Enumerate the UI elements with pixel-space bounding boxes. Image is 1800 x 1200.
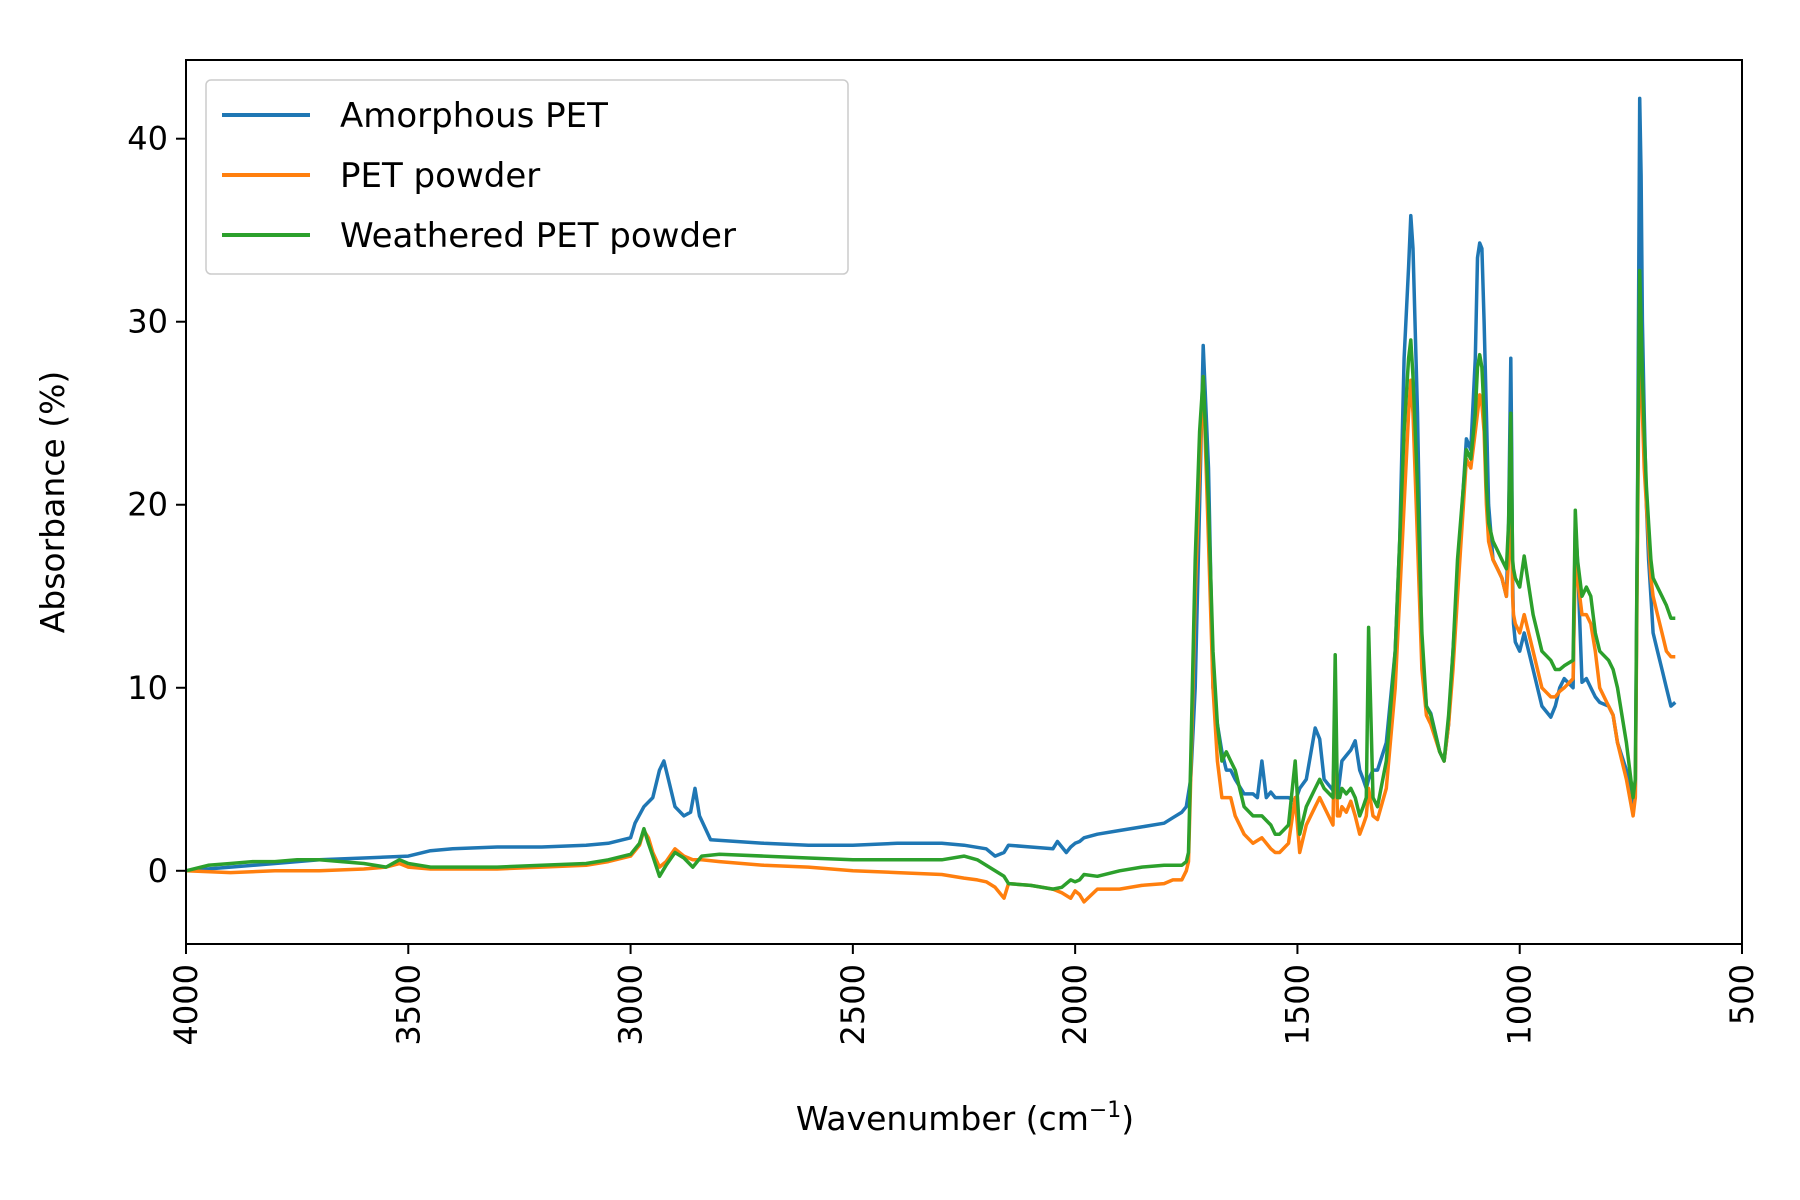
y-tick-label: 40: [127, 120, 168, 158]
series-line-weathered-pet-powder: [185, 268, 1676, 891]
y-tick-label: 30: [127, 303, 168, 341]
x-axis-title-superscript: −1: [1089, 1098, 1121, 1123]
x-tick-label: 2000: [1056, 964, 1094, 1045]
legend-box: [205, 79, 849, 275]
x-axis-title: Wavenumber (cm−1): [796, 1098, 1134, 1138]
x-axis-title-main: Wavenumber (cm: [796, 1099, 1089, 1138]
y-axis-title: Absorbance (%): [33, 371, 72, 634]
x-tick-label: 3500: [389, 964, 427, 1045]
x-tick-label: 1500: [1278, 964, 1316, 1045]
y-axis-ticks: 0 10 20 30 40: [127, 120, 186, 890]
y-tick-label: 0: [148, 852, 168, 890]
legend-label-pet-powder: PET powder: [340, 156, 540, 196]
plot-frame: [185, 59, 1743, 945]
series-layer: [185, 96, 1677, 904]
legend-label-weathered-pet-powder: Weathered PET powder: [340, 216, 736, 256]
y-tick-label: 20: [127, 486, 168, 524]
y-tick-label: 10: [127, 669, 168, 707]
x-tick-label: 2500: [834, 964, 872, 1045]
x-tick-label: 3000: [612, 964, 650, 1045]
legend-label-amorphous-pet: Amorphous PET: [340, 96, 608, 136]
x-tick-label: 1000: [1501, 964, 1539, 1045]
x-tick-label: 500: [1723, 964, 1761, 1025]
x-axis-title-suffix: ): [1121, 1099, 1134, 1138]
x-axis-ticks: 4000 3500 3000 2500 2000 1500 1000 500: [167, 944, 1761, 1045]
x-tick-label: 4000: [167, 964, 205, 1045]
legend: Amorphous PET PET powder Weathered PET p…: [205, 79, 849, 275]
